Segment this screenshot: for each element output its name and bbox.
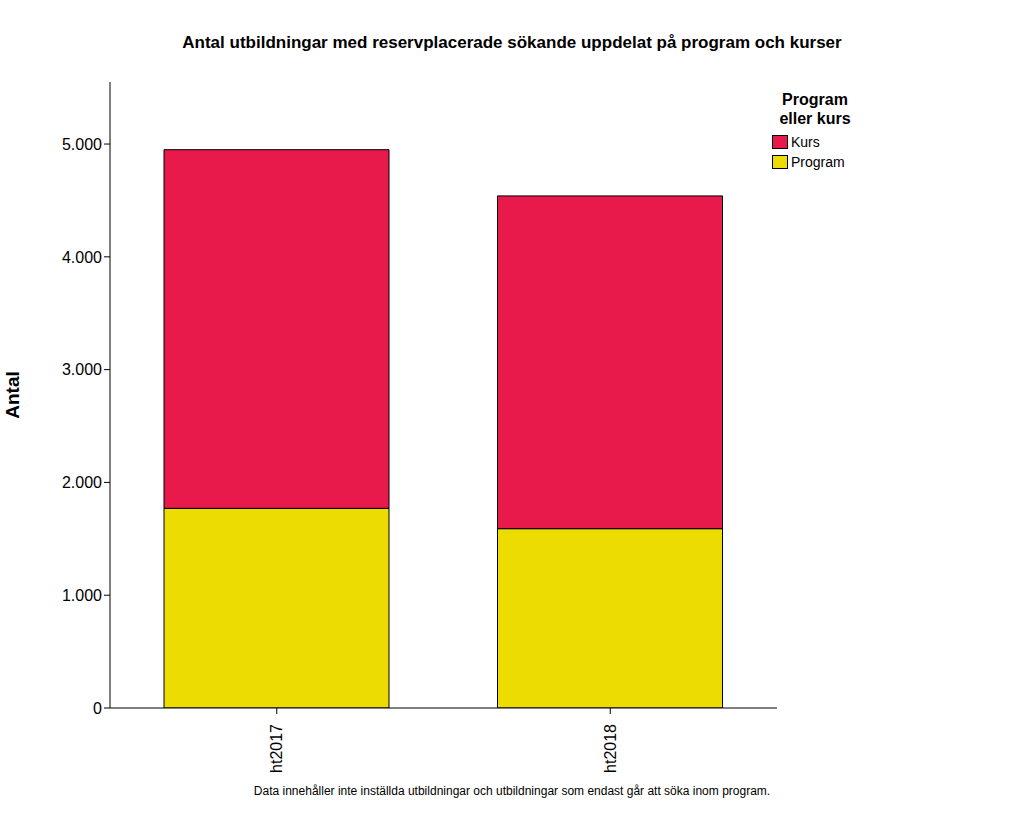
html-text:Program: Program xyxy=(791,154,845,170)
svg-text:0: 0 xyxy=(93,700,102,717)
svg-text:3.000: 3.000 xyxy=(62,361,102,378)
html-text:Data innehåller inte inställda: Data innehåller inte inställda utbildnin… xyxy=(253,784,771,798)
svg-text:1.000: 1.000 xyxy=(62,587,102,604)
svg-text:ht2018: ht2018 xyxy=(602,724,619,773)
svg-text:Antal: Antal xyxy=(8,371,23,419)
html-text:Program eller kurs: Program eller kurs xyxy=(779,91,851,127)
html-text:Antal utbildningar med reservp: Antal utbildningar med reservplacerade s… xyxy=(182,33,842,52)
svg-text:ht2017: ht2017 xyxy=(268,724,285,773)
svg-text:2.000: 2.000 xyxy=(62,474,102,491)
svg-text:4.000: 4.000 xyxy=(62,249,102,266)
html-text:Kurs: Kurs xyxy=(791,134,820,150)
svg-text:5.000: 5.000 xyxy=(62,136,102,153)
